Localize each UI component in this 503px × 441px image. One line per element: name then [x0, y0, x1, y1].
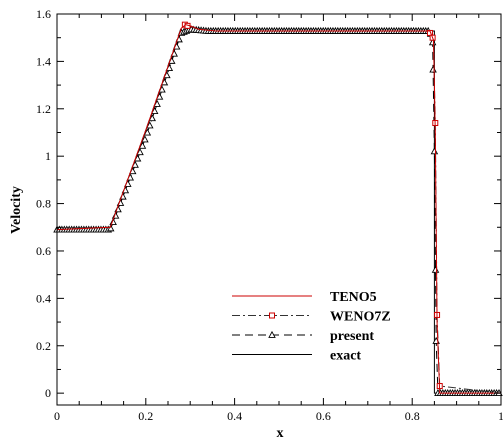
series-marker — [150, 107, 159, 115]
x-tick-label: 0.8 — [405, 409, 420, 423]
series-marker — [133, 154, 142, 162]
series-line — [56, 24, 501, 394]
series-teno5 — [56, 24, 501, 394]
legend-item-exact: exact — [232, 349, 361, 364]
legend-label: TENO5 — [330, 290, 377, 305]
legend-marker — [268, 330, 276, 338]
y-tick-label: 0.2 — [36, 339, 51, 353]
legend-item-teno5: TENO5 — [232, 290, 377, 305]
y-tick-label: 1.6 — [36, 7, 51, 21]
y-tick-label: 0.4 — [36, 291, 51, 305]
series-marker — [106, 224, 115, 232]
x-tick-label: 1 — [498, 409, 503, 423]
legend-label: present — [330, 329, 374, 344]
x-axis-label: x — [277, 426, 284, 441]
series-marker — [136, 148, 144, 156]
series-marker — [141, 135, 149, 143]
x-tick-label: 0.6 — [316, 409, 331, 423]
legend-item-weno7z: WENO7Z — [232, 310, 391, 325]
series-marker — [146, 121, 154, 129]
legend-label: exact — [330, 349, 361, 364]
y-tick-label: 0 — [45, 386, 51, 400]
x-tick-label: 0 — [54, 409, 60, 423]
y-tick-label: 1.2 — [36, 102, 51, 116]
legend-label: WENO7Z — [330, 310, 391, 325]
y-axis-label: Velocity — [9, 186, 24, 234]
series-marker — [153, 99, 161, 107]
legend: TENO5 WENO7Z present exact — [232, 290, 391, 364]
y-tick-label: 1.4 — [36, 54, 51, 68]
series-marker — [138, 141, 147, 149]
ticks-layer: 0 0.2 0.4 0.6 0.8 1 0 0.2 0.4 0.6 0.8 1 1.2 1.4 1.6 — [36, 7, 503, 423]
legend-marker — [269, 312, 275, 319]
series-marker — [148, 114, 156, 122]
x-tick-label: 0.4 — [227, 409, 242, 423]
x-tick-label: 0.2 — [138, 409, 153, 423]
y-tick-label: 1 — [45, 149, 51, 163]
y-tick-label: 0.8 — [36, 197, 51, 211]
series-layer — [53, 21, 503, 397]
series-marker — [428, 38, 437, 46]
series-marker — [143, 128, 152, 136]
y-tick-label: 0.6 — [36, 244, 51, 258]
legend-item-present: present — [232, 329, 374, 344]
